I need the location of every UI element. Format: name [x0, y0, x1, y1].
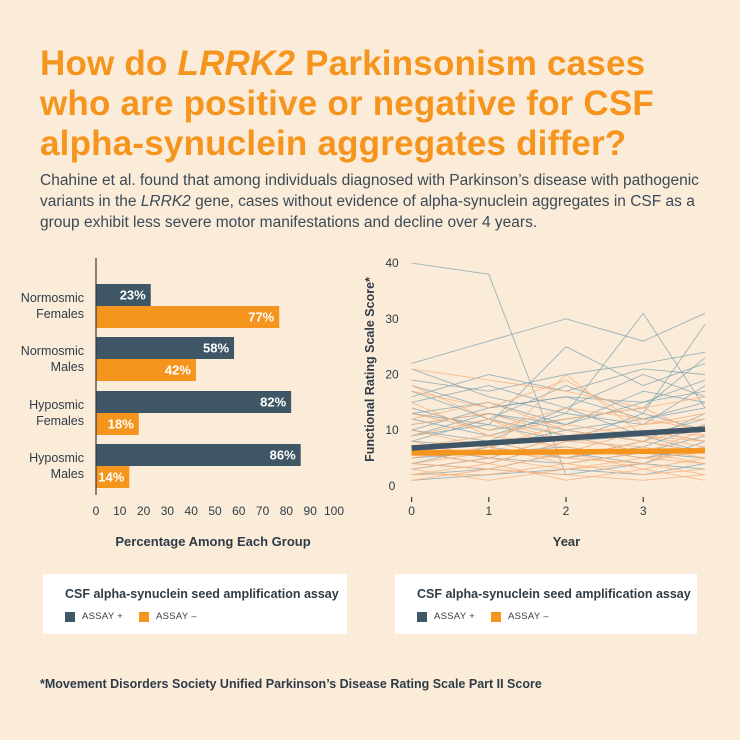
- legend-right-title: CSF alpha-synuclein seed amplification a…: [417, 587, 691, 601]
- category-label: Normosmic: [21, 344, 84, 358]
- x-tick-label: 90: [304, 504, 318, 518]
- legend-right-neg-label: ASSAY –: [508, 611, 549, 622]
- title-gene-name: LRRK2: [177, 44, 296, 83]
- x-tick-label: 50: [208, 504, 222, 518]
- mean-line-assay-neg: [411, 448, 706, 456]
- legend-left-item-neg: ASSAY –: [139, 611, 197, 622]
- x-tick-label: 20: [137, 504, 151, 518]
- category-label: Normosmic: [21, 291, 84, 305]
- legend-swatch-neg: [491, 611, 501, 622]
- bar-value-label: 77%: [248, 310, 274, 325]
- bar-value-label: 14%: [98, 470, 124, 485]
- category-label: Females: [36, 414, 84, 428]
- y-tick-label: 0: [389, 479, 396, 493]
- trajectory-line-pos: [411, 396, 706, 431]
- x-axis-title: Year: [553, 534, 580, 549]
- x-tick-label: 1: [485, 504, 492, 518]
- x-tick-label: 10: [113, 504, 127, 518]
- bar: [96, 466, 130, 488]
- category-label: Males: [51, 360, 84, 374]
- trajectory-line-pos: [411, 324, 706, 420]
- legend-left-title: CSF alpha-synuclein seed amplification a…: [65, 587, 339, 601]
- legend-right: CSF alpha-synuclein seed amplification a…: [395, 574, 697, 634]
- x-tick-label: 80: [280, 504, 294, 518]
- legend-swatch-neg: [139, 611, 149, 622]
- title-text-1: How do: [40, 44, 178, 83]
- bar-value-label: 58%: [203, 341, 229, 356]
- bar-value-label: 42%: [165, 363, 191, 378]
- legend-swatch-pos: [417, 611, 427, 622]
- bar-chart: 23% 77% Normosmic Females 58% 42% Normosmic Mal…: [21, 258, 344, 549]
- legend-left-neg-label: ASSAY –: [156, 611, 197, 622]
- x-tick-label: 60: [232, 504, 246, 518]
- subtitle-gene-name: LRRK2: [140, 193, 191, 210]
- trajectory-line-neg: [411, 424, 706, 448]
- x-tick-label: 40: [185, 504, 199, 518]
- x-tick-label: 70: [256, 504, 270, 518]
- bar: [96, 359, 196, 381]
- trajectory-line-neg: [411, 457, 706, 481]
- category-label: Hyposmic: [29, 451, 84, 465]
- bar: [96, 413, 139, 435]
- bar-value-label: 86%: [270, 448, 296, 463]
- trajectory-line-pos: [411, 351, 706, 392]
- mean-line-assay-pos: [411, 426, 706, 451]
- legend-right-pos-label: ASSAY +: [434, 611, 476, 622]
- bar: [96, 337, 235, 359]
- trajectory-line-pos: [411, 312, 706, 364]
- title-text-2: Parkinsonism cases who are positive or n…: [40, 44, 654, 163]
- footnote: *Movement Disorders Society Unified Park…: [40, 677, 542, 691]
- category-label: Hyposmic: [29, 398, 84, 412]
- bar-value-label: 18%: [108, 417, 134, 432]
- y-axis-title: Functional Rating Scale Score*: [363, 277, 377, 462]
- x-tick-label: 2: [563, 504, 570, 518]
- legend-left-pos-label: ASSAY +: [82, 611, 124, 622]
- x-tick-label: 30: [161, 504, 175, 518]
- x-tick-label: 0: [93, 504, 100, 518]
- legend-left-item-pos: ASSAY +: [65, 611, 123, 622]
- legend-right-item-neg: ASSAY –: [491, 611, 549, 622]
- y-tick-label: 20: [385, 368, 399, 382]
- trajectory-line-neg: [411, 379, 706, 426]
- category-label: Males: [51, 467, 84, 481]
- y-tick-label: 40: [385, 256, 399, 270]
- x-tick-label: 3: [640, 504, 647, 518]
- y-tick-label: 30: [385, 312, 399, 326]
- bar: [96, 391, 292, 413]
- legend-swatch-pos: [65, 611, 75, 622]
- trajectory-line-neg: [411, 463, 706, 481]
- bar-value-label: 82%: [260, 395, 286, 410]
- line-chart: 0 10 20 30 40 0 1 2 3 Year Functional Rating Scale…: [363, 256, 706, 549]
- legend-left: CSF alpha-synuclein seed amplification a…: [43, 574, 347, 634]
- legend-right-item-pos: ASSAY +: [417, 611, 475, 622]
- bar: [96, 284, 151, 306]
- subtitle-text-2: gene, cases without evidence of alpha-sy…: [40, 193, 695, 231]
- trajectory-line-neg: [411, 468, 706, 481]
- trajectory-line-neg: [411, 368, 706, 409]
- x-tick-label: 100: [324, 504, 344, 518]
- page-title: How do LRRK2 Parkinsonism cases who are …: [40, 44, 710, 164]
- subtitle-text-1: Chahine et al. found that among individu…: [40, 172, 699, 210]
- trajectory-line-neg: [411, 440, 706, 465]
- trajectory-line-pos: [411, 385, 706, 437]
- category-label: Females: [36, 307, 84, 321]
- bar: [96, 444, 301, 466]
- page-subtitle: Chahine et al. found that among individu…: [40, 170, 700, 233]
- y-tick-label: 10: [385, 423, 399, 437]
- bar: [96, 306, 280, 328]
- bar-value-label: 23%: [120, 288, 146, 303]
- x-axis-title: Percentage Among Each Group: [115, 534, 310, 549]
- x-tick-label: 0: [408, 504, 415, 518]
